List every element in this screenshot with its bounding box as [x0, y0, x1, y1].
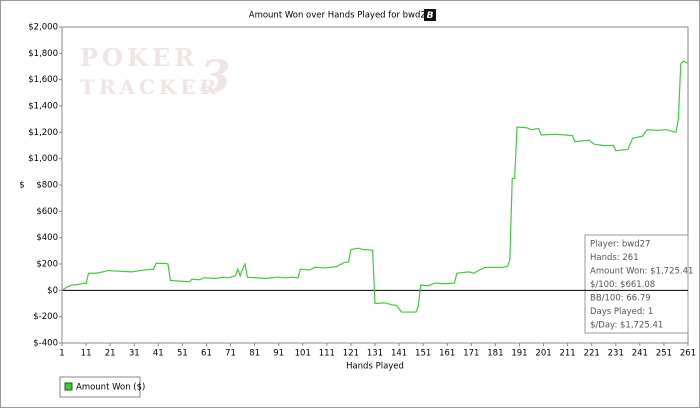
y-tick-label: $-200 [33, 312, 58, 322]
badge-box [424, 9, 436, 21]
x-tick-label: 101 [295, 349, 311, 359]
x-tick-label: 191 [511, 349, 527, 359]
stats-line: Hands: 261 [590, 253, 639, 263]
y-tick-label: $800 [36, 181, 58, 191]
y-tick-label: $2,000 [28, 23, 58, 33]
legend-label: Amount Won ($) [76, 383, 145, 393]
y-tick-label: $1,000 [28, 154, 58, 164]
x-tick-label: 161 [439, 349, 455, 359]
legend-swatch [64, 382, 73, 391]
x-tick-label: 121 [343, 349, 359, 359]
x-tick-label: 81 [249, 349, 260, 359]
x-tick-label: 131 [367, 349, 383, 359]
stats-line: Days Played: 1 [590, 307, 653, 317]
data-line [61, 60, 689, 313]
y-tick-label: $1,200 [28, 128, 58, 138]
stats-line: $/100: $661.08 [590, 280, 655, 290]
x-tick-label: 1 [59, 349, 64, 359]
stats-line: Player: bwd27 [590, 240, 650, 250]
badge: B [427, 11, 434, 21]
x-tick-label: 171 [463, 349, 479, 359]
x-tick-label: 201 [535, 349, 551, 359]
x-tick-label: 21 [105, 349, 116, 359]
x-tick-label: 31 [129, 349, 140, 359]
x-tick-label: 231 [608, 349, 624, 359]
y-tick-label: $1,400 [28, 102, 58, 112]
y-tick-label: $1,600 [28, 75, 58, 85]
x-tick-label: 111 [319, 349, 335, 359]
y-tick-label: $0 [47, 286, 58, 296]
stats-line: $/Day: $1,725.41 [590, 321, 663, 331]
x-tick-label: 261 [680, 349, 696, 359]
x-tick-label: 241 [632, 349, 648, 359]
legend [59, 376, 141, 398]
x-tick-label: 251 [656, 349, 672, 359]
x-tick-label: 91 [273, 349, 284, 359]
x-tick-label: 51 [177, 349, 188, 359]
x-tick-label: 61 [201, 349, 212, 359]
stats-line: BB/100: 66.79 [590, 294, 651, 304]
x-tick-label: 221 [584, 349, 600, 359]
watermark: 3 [200, 52, 231, 103]
x-tick-label: 11 [81, 349, 92, 359]
y-tick-label: $200 [36, 260, 58, 270]
y-tick-label: $400 [36, 233, 58, 243]
x-tick-label: 141 [391, 349, 407, 359]
y-axis-label: $ [19, 181, 24, 191]
y-tick-label: $600 [36, 207, 58, 217]
x-tick-label: 71 [225, 349, 236, 359]
x-tick-label: 181 [487, 349, 503, 359]
stats-line: Amount Won: $1,725.41 [590, 267, 693, 277]
stats-box [584, 234, 689, 334]
watermark: POKER [80, 43, 198, 72]
x-tick-label: 151 [415, 349, 431, 359]
watermark: TRACKER [80, 75, 220, 99]
x-axis-label: Hands Played [346, 362, 404, 372]
legend-box [59, 376, 141, 398]
x-tick-label: 211 [559, 349, 575, 359]
y-tick-label: $1,800 [28, 49, 58, 59]
x-tick-label: 41 [153, 349, 164, 359]
chart-title: Amount Won over Hands Played for bwd27 [249, 11, 431, 21]
y-tick-label: $-400 [33, 339, 58, 349]
